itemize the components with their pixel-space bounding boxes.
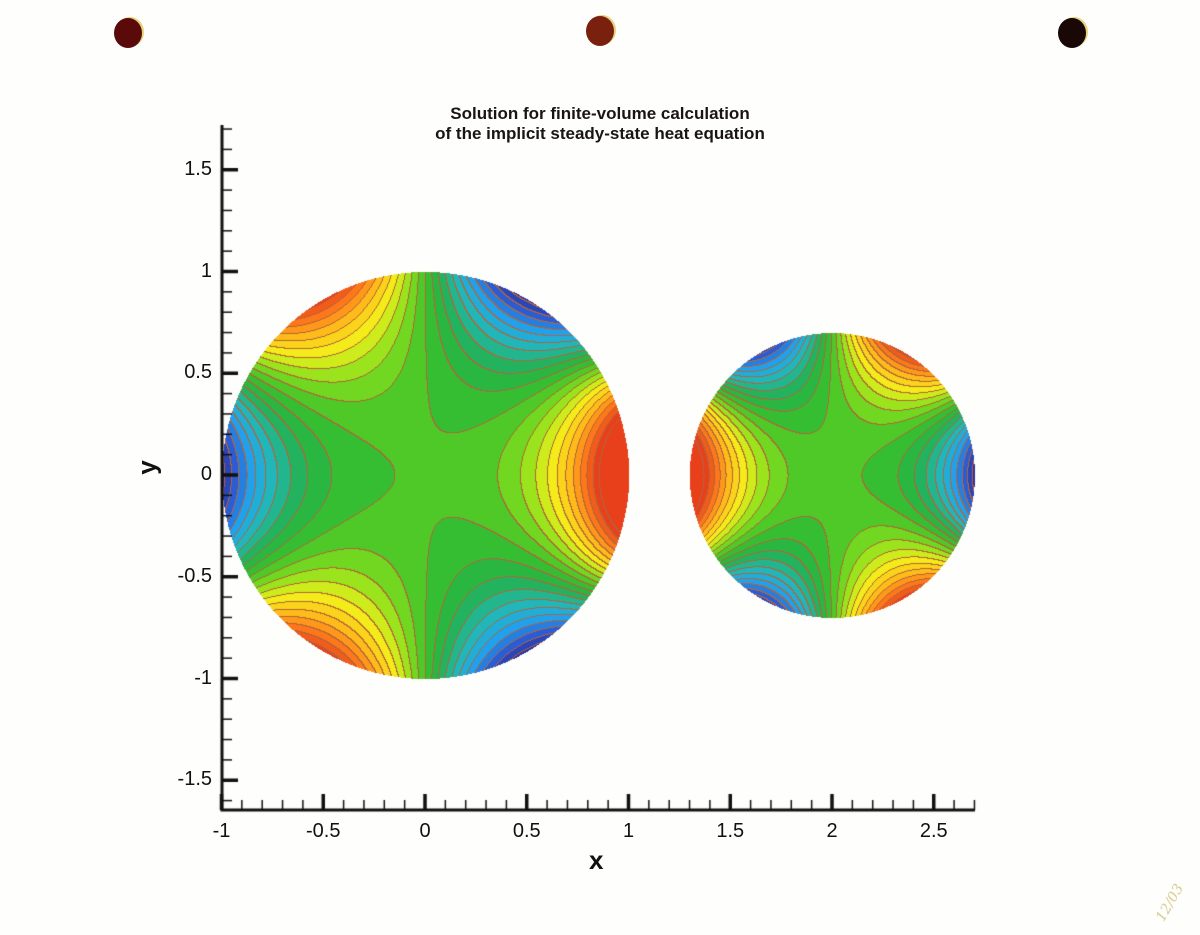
y-tick-label: 1.5 bbox=[184, 157, 212, 180]
x-tick-label: 2.5 bbox=[919, 820, 948, 842]
x-tick-label: 1.5 bbox=[716, 820, 745, 842]
x-tick-label: -0.5 bbox=[306, 820, 341, 842]
x-tick-label: 1 bbox=[622, 820, 635, 842]
x-tick-label: 2 bbox=[826, 820, 838, 842]
y-axis-title: y bbox=[131, 460, 162, 475]
x-axis-title: x bbox=[589, 845, 604, 875]
x-tick-label: 0.5 bbox=[512, 820, 541, 842]
y-tick-label: -0.5 bbox=[177, 564, 212, 587]
y-tick-label: -1 bbox=[194, 666, 212, 689]
x-tick-label: -1 bbox=[212, 820, 231, 842]
y-tick-label: -1.5 bbox=[177, 768, 212, 791]
x-tick-label: 0 bbox=[419, 820, 431, 842]
y-tick-label: 1 bbox=[200, 259, 212, 282]
y-tick-label: 0 bbox=[200, 463, 212, 485]
y-tick-label: 0.5 bbox=[184, 361, 212, 384]
